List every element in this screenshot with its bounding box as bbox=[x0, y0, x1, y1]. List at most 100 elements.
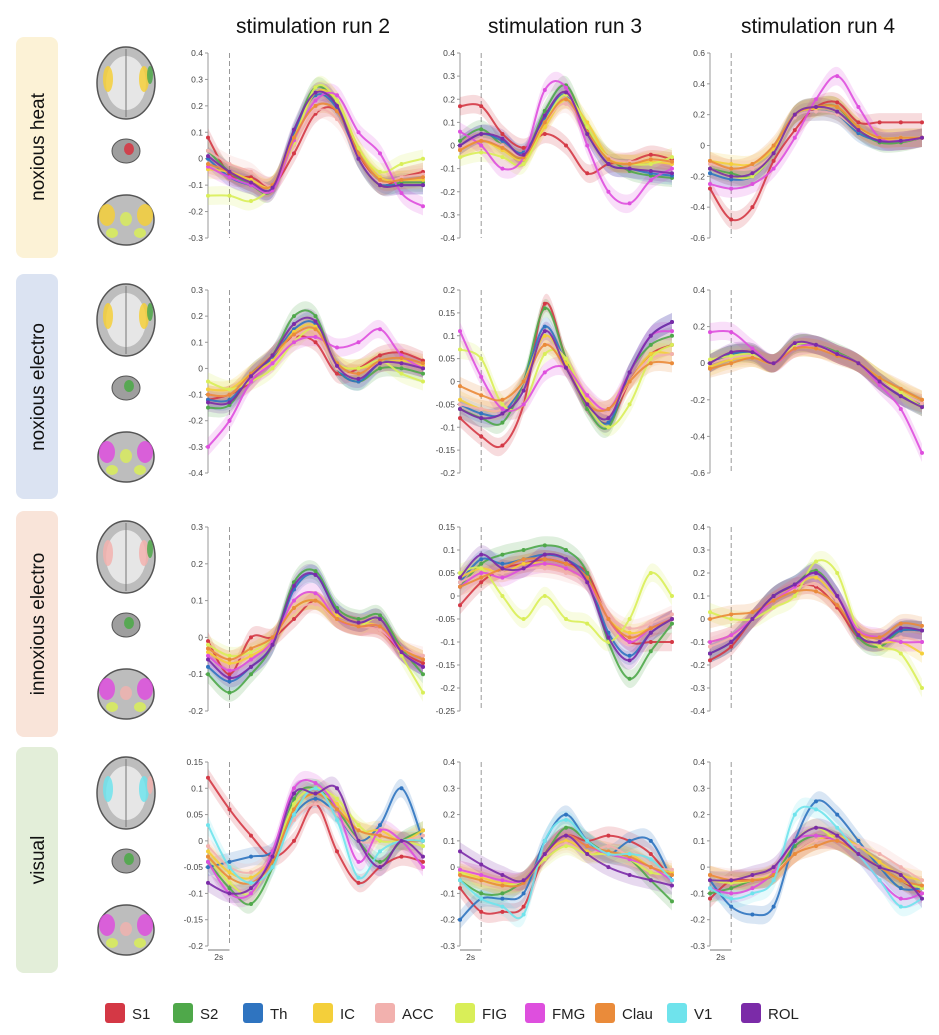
data-point-s2 bbox=[542, 108, 547, 113]
data-point-acc bbox=[206, 148, 210, 153]
data-point-rol bbox=[421, 183, 425, 188]
legend-swatch bbox=[313, 1003, 333, 1023]
data-point-clau bbox=[648, 157, 653, 162]
data-point-clau bbox=[898, 386, 903, 391]
data-point-s1 bbox=[292, 617, 296, 621]
data-point-th bbox=[898, 886, 903, 891]
data-point-v1 bbox=[585, 838, 590, 843]
data-point-acc bbox=[670, 867, 674, 872]
legend-label: IC bbox=[340, 1006, 355, 1023]
data-point-fig bbox=[606, 425, 611, 430]
data-point-fig bbox=[206, 642, 210, 647]
data-point-acc bbox=[898, 865, 903, 870]
data-point-fmg bbox=[227, 175, 232, 180]
time-scale-label: 2s bbox=[716, 952, 725, 962]
data-point-fmg bbox=[292, 786, 296, 791]
data-point-fmg bbox=[898, 640, 903, 644]
data-point-clau bbox=[648, 865, 653, 870]
data-point-rol bbox=[771, 361, 776, 366]
data-point-fmg bbox=[627, 640, 632, 644]
data-point-acc bbox=[249, 870, 253, 875]
data-point-fig bbox=[708, 610, 712, 615]
brain-axial-icon bbox=[96, 46, 156, 120]
data-point-v1 bbox=[378, 849, 382, 854]
data-point-clau bbox=[898, 135, 903, 140]
data-point-clau bbox=[479, 575, 484, 580]
band-s2 bbox=[710, 826, 922, 903]
y-tick-label: 0 bbox=[700, 862, 705, 872]
data-point-acc bbox=[500, 571, 505, 575]
data-point-fmg bbox=[814, 97, 818, 102]
data-point-ic bbox=[206, 849, 210, 854]
data-point-v1 bbox=[750, 891, 755, 896]
data-point-fig bbox=[648, 571, 653, 575]
data-point-fig bbox=[292, 802, 296, 807]
data-point-rol bbox=[877, 138, 882, 143]
data-point-fmg bbox=[458, 867, 462, 872]
data-point-clau bbox=[356, 624, 361, 629]
legend-label: Th bbox=[270, 1006, 288, 1023]
data-point-clau bbox=[898, 878, 903, 883]
data-point-th bbox=[729, 177, 734, 182]
data-point-fmg bbox=[585, 393, 590, 398]
data-point-rol bbox=[814, 571, 818, 575]
data-point-ic bbox=[729, 162, 734, 166]
data-point-ic bbox=[920, 651, 924, 656]
data-point-rol bbox=[920, 405, 924, 410]
data-point-v1 bbox=[627, 852, 632, 856]
data-point-th bbox=[627, 653, 632, 658]
data-point-ic bbox=[249, 653, 253, 658]
data-point-rol bbox=[585, 402, 590, 407]
data-point-rol bbox=[792, 341, 797, 346]
data-point-rol bbox=[814, 104, 818, 109]
y-tick-label: -0.05 bbox=[184, 862, 204, 872]
y-tick-label: 0.15 bbox=[438, 308, 455, 318]
data-point-s1 bbox=[479, 909, 484, 914]
row-label-bg-noxious-electro bbox=[16, 274, 58, 499]
data-point-clau bbox=[542, 342, 547, 347]
y-tick-label: 0.1 bbox=[191, 127, 203, 137]
data-point-rol bbox=[792, 838, 797, 843]
y-tick-label: 0.6 bbox=[693, 48, 705, 58]
brain-group-4 bbox=[96, 756, 156, 956]
legend-label: FIG bbox=[482, 1006, 507, 1023]
band-rol bbox=[710, 332, 922, 417]
data-point-rol bbox=[627, 370, 632, 375]
y-tick-label: 0.05 bbox=[186, 810, 203, 820]
data-point-fig bbox=[585, 621, 590, 626]
band-fmg bbox=[208, 770, 423, 908]
data-point-clau bbox=[708, 617, 712, 621]
data-point-v1 bbox=[792, 812, 797, 817]
legend-item-th: Th bbox=[243, 1003, 288, 1023]
data-point-fmg bbox=[421, 865, 425, 870]
panel-2-3: -0.6 -0.4 -0.2 0 0.2 0.4 bbox=[690, 285, 924, 478]
data-point-ic bbox=[206, 387, 210, 392]
data-point-s1 bbox=[648, 152, 653, 157]
data-point-fig bbox=[648, 356, 653, 361]
y-tick-label: -0.2 bbox=[188, 706, 203, 716]
panel-2-2: -0.2 -0.15 -0.1 -0.05 0 0.05 0.1 0.15 0.2 bbox=[436, 285, 674, 478]
y-tick-label: -0.3 bbox=[188, 233, 203, 243]
data-point-fig bbox=[500, 155, 505, 160]
data-point-fmg bbox=[814, 833, 818, 838]
data-point-s1 bbox=[378, 353, 382, 358]
band-v1 bbox=[208, 779, 423, 893]
data-point-rol bbox=[564, 833, 568, 838]
y-tick-label: 0 bbox=[198, 154, 203, 164]
brain-illustrations bbox=[96, 46, 156, 956]
data-point-acc bbox=[458, 580, 462, 585]
data-point-fig bbox=[399, 653, 404, 658]
band-clau bbox=[460, 826, 672, 896]
data-point-v1 bbox=[729, 896, 734, 901]
data-point-clau bbox=[877, 375, 882, 380]
data-point-s1 bbox=[750, 205, 755, 210]
data-point-rol bbox=[249, 664, 253, 669]
data-point-s1 bbox=[500, 909, 505, 914]
data-point-ic bbox=[877, 859, 882, 864]
data-point-fig bbox=[564, 617, 568, 621]
data-point-clau bbox=[792, 852, 797, 856]
data-point-rol bbox=[227, 675, 232, 680]
data-point-s1 bbox=[292, 151, 296, 156]
data-point-clau bbox=[378, 624, 382, 629]
data-point-th bbox=[606, 420, 611, 425]
